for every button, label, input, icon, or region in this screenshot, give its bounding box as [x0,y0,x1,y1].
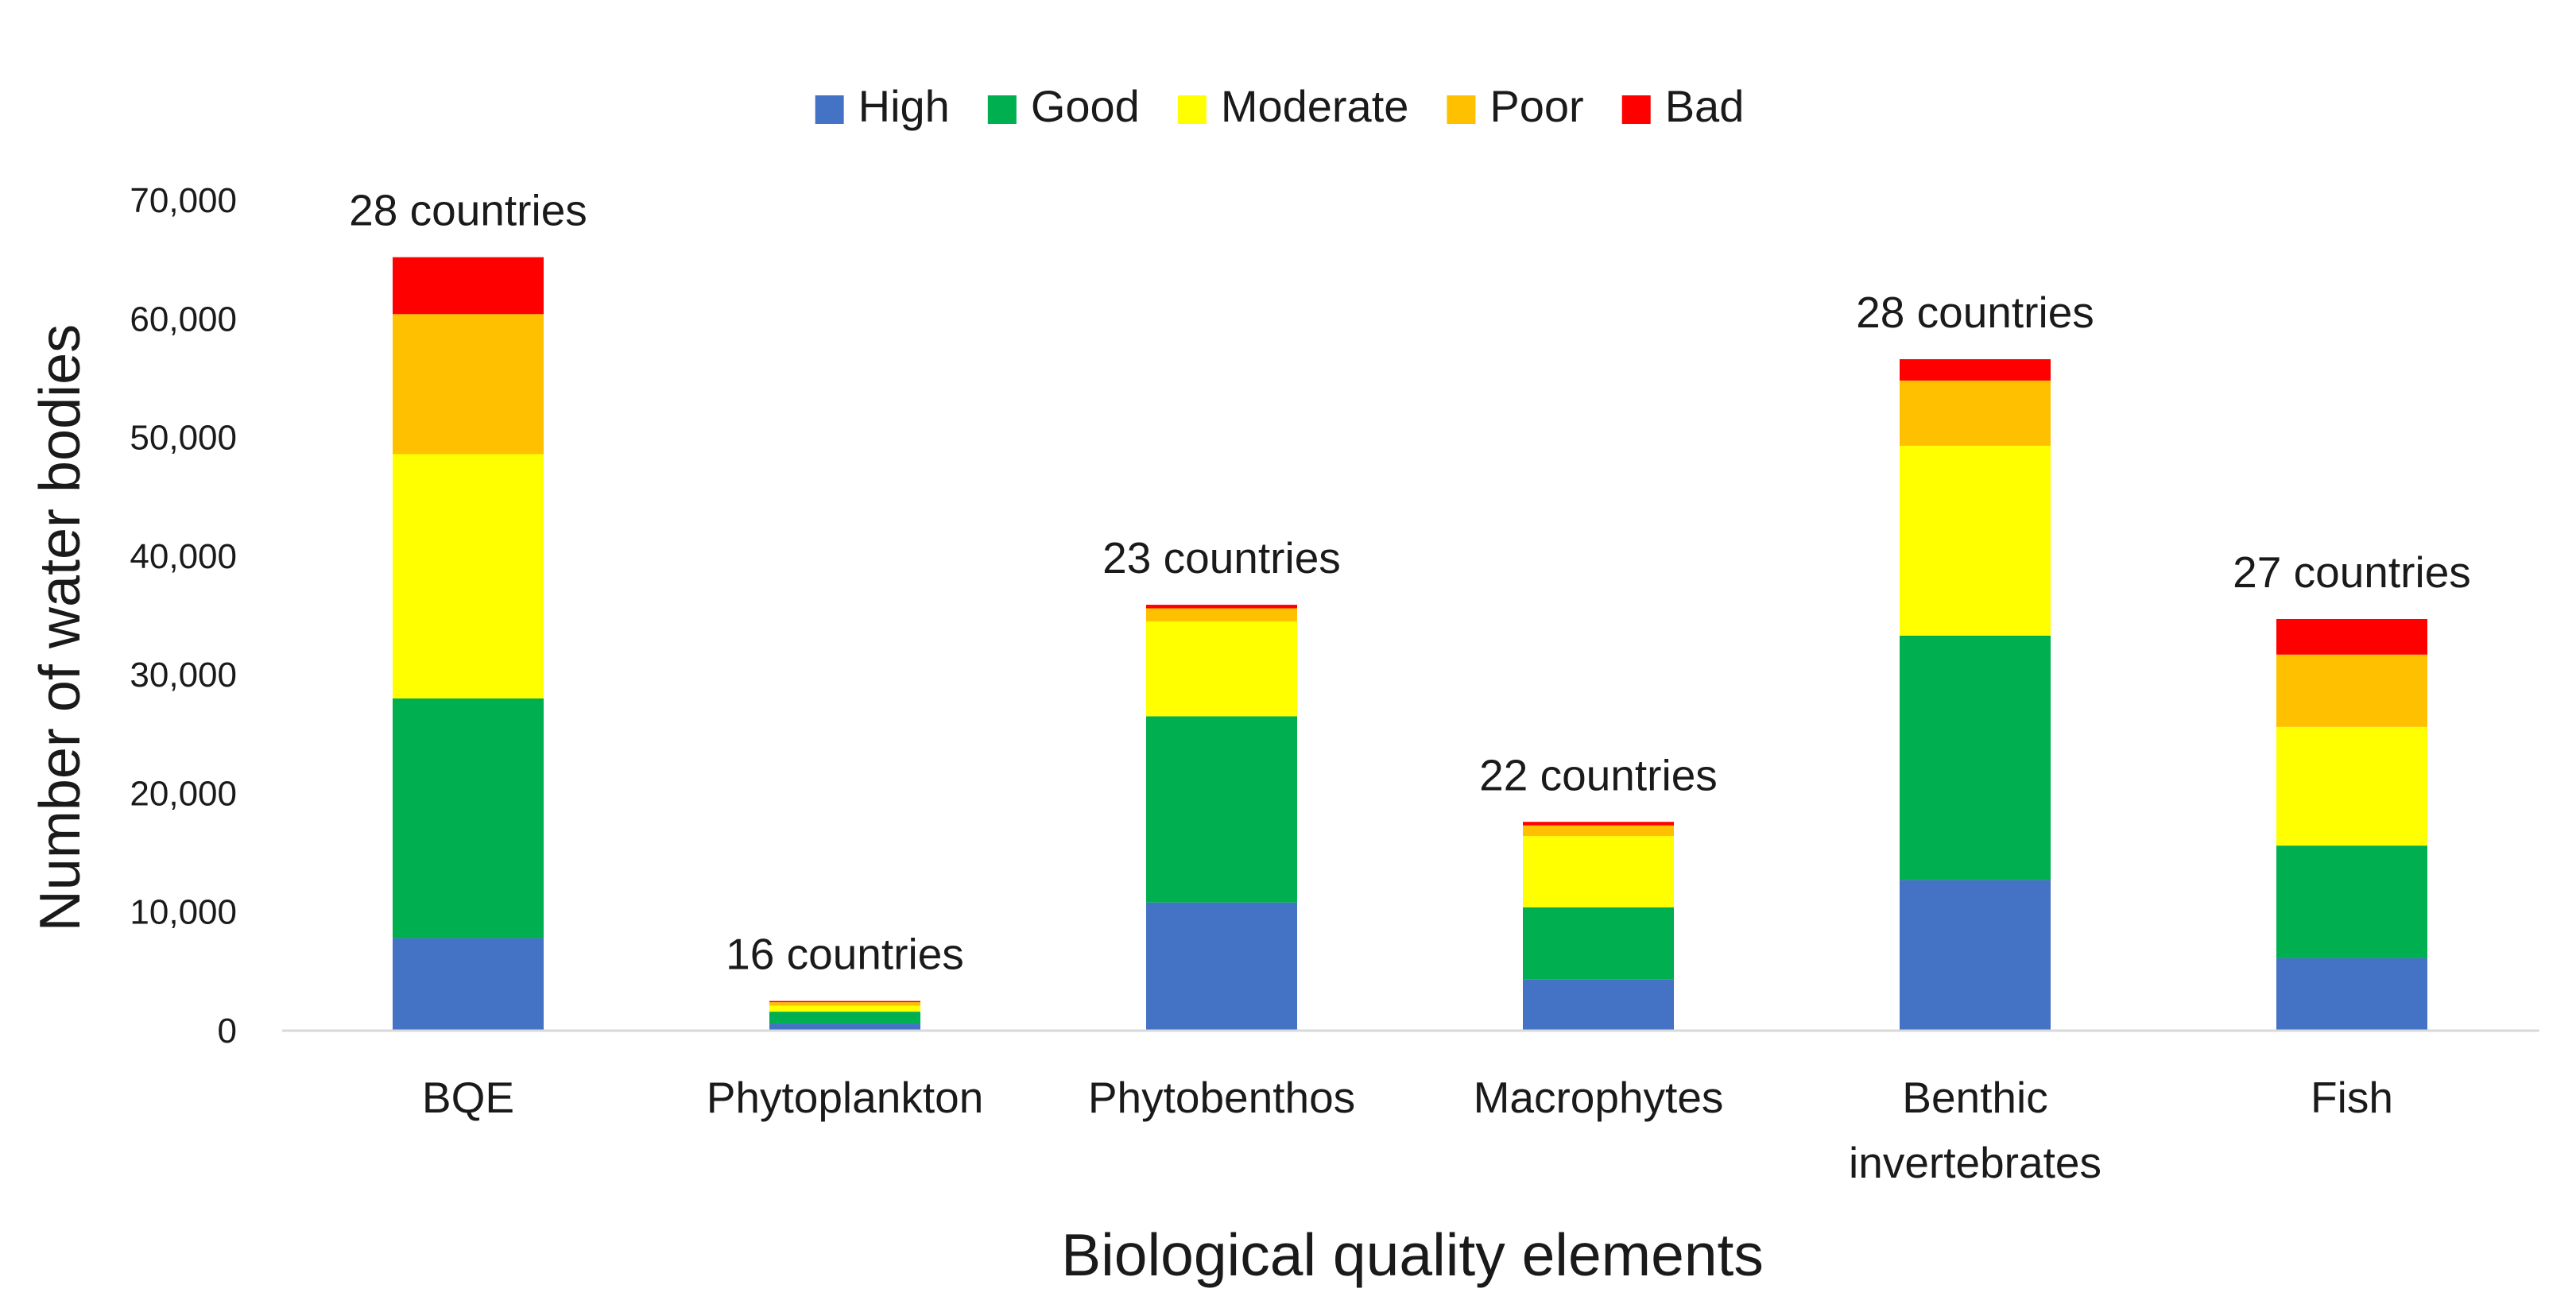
bar-segment-poor [1523,825,1674,837]
bar-segment-high [1900,880,2051,1031]
bar-segment-good [1900,635,2051,880]
bar-segment-moderate [393,454,544,698]
legend-swatch [987,95,1017,124]
x-tick-label: Benthic [1902,1073,2047,1122]
legend-label: Good [1031,81,1140,131]
bar-segment-high [1146,902,1297,1031]
legend-swatch [1177,95,1207,124]
bar-segment-high [2276,958,2427,1031]
bar-segment-moderate [2276,726,2427,846]
legend-label: High [858,81,950,131]
bar-segment-good [769,1012,920,1024]
legend-label: Poor [1489,81,1583,131]
bar-segment-bad [769,1000,920,1003]
bar-segment-bad [393,257,544,315]
country-count-label: 27 countries [2233,548,2471,597]
x-tick-label: Phytoplankton [707,1073,984,1122]
bar-segment-poor [769,1002,920,1006]
y-tick-label: 40,000 [130,537,237,576]
bar-segment-bad [2276,618,2427,655]
bar-segment-high [1523,979,1674,1031]
legend-label: Moderate [1221,81,1409,131]
x-tick-label: Phytobenthos [1088,1073,1355,1122]
legend-item-good: Good [987,81,1140,131]
y-tick-label: 0 [218,1012,237,1051]
bar-segment-good [1146,716,1297,903]
bar-segment-moderate [769,1005,920,1012]
x-axis-title: Biological quality elements [1061,1221,1764,1288]
bars [393,257,2427,1031]
y-tick-label: 50,000 [130,419,237,458]
bar-segment-moderate [1900,446,2051,636]
bar-segment-moderate [1146,621,1297,717]
x-tick-label: invertebrates [1849,1138,2101,1187]
legend-swatch [1621,95,1651,124]
bar-segment-high [393,938,544,1031]
bar-segment-high [769,1023,920,1031]
legend-label: Bad [1665,81,1745,131]
country-count-label: 28 countries [1856,288,2094,337]
bar-segment-good [2276,845,2427,958]
bar-segment-poor [1900,380,2051,447]
legend: High Good Moderate Poor Bad [815,81,1745,131]
country-count-label: 23 countries [1102,533,1341,582]
x-axis: BQE Phytoplankton Phytobenthos Macrophytes B… [422,1073,2393,1187]
bar-segment-good [393,698,544,938]
legend-item-bad: Bad [1621,81,1745,131]
legend-item-high: High [815,81,950,131]
x-tick-label: Fish [2311,1073,2393,1122]
legend-item-moderate: Moderate [1177,81,1409,131]
y-tick-label: 70,000 [130,181,237,220]
country-count-label: 22 countries [1479,750,1718,799]
legend-swatch [815,95,844,124]
country-count-label: 28 countries [349,186,587,235]
bar-segment-poor [393,314,544,455]
y-tick-label: 20,000 [130,774,237,813]
y-axis-title: Number of water bodies [29,324,92,931]
bar-segment-bad [1900,359,2051,381]
bar-segment-poor [2276,654,2427,727]
x-tick-label: BQE [422,1073,514,1122]
y-tick-label: 60,000 [130,300,237,339]
y-tick-label: 30,000 [130,656,237,695]
country-count-labels: 28 countries 16 countries 23 countries 22 c… [349,186,2471,979]
bar-segment-good [1523,907,1674,980]
y-axis: 0 10,000 20,000 30,000 40,000 50,000 60,000 70,… [130,181,237,1051]
country-count-label: 16 countries [726,930,964,979]
bar-segment-poor [1146,608,1297,621]
y-tick-label: 10,000 [130,893,237,932]
bar-segment-bad [1146,605,1297,609]
legend-item-poor: Poor [1447,81,1584,131]
bar-segment-moderate [1523,836,1674,907]
legend-swatch [1447,95,1476,124]
bar-segment-bad [1523,822,1674,826]
x-tick-label: Macrophytes [1474,1073,1724,1122]
